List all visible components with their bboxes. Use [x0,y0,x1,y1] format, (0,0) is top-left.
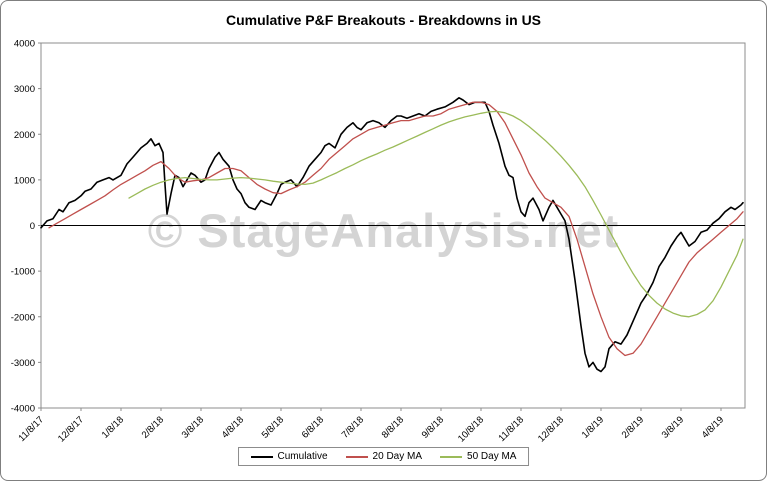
chart-legend: Cumulative 20 Day MA 50 Day MA [237,447,530,466]
legend-label: 50 Day MA [467,451,517,462]
legend-item-50-day-ma: 50 Day MA [440,451,516,462]
chart-title: Cumulative P&F Breakouts - Breakdowns in… [225,12,542,28]
y-axis-tick-label: -3000 [11,358,35,369]
x-axis-tick-label: 11/8/17 [16,414,46,444]
x-axis-tick-label: 6/8/18 [300,414,326,440]
y-axis-tick-label: -2000 [11,312,35,323]
y-axis-tick-label: 1000 [14,175,35,186]
legend-item-20-day-ma: 20 Day MA [345,451,423,462]
series-cumulative [40,97,744,373]
series-20-day-ma [48,101,744,357]
legend-label: Cumulative [277,451,328,462]
x-axis-tick-label: 1/8/19 [580,414,606,440]
series-50-day-ma [128,110,744,318]
y-axis-tick-label: 4000 [14,39,35,50]
x-axis-tick-label: 12/8/18 [536,414,566,444]
x-axis-tick-label: 2/8/19 [620,414,646,440]
x-axis-tick-label: 1/8/18 [100,414,126,440]
legend-line-swatch [440,455,463,458]
x-axis-tick-label: 4/8/19 [700,414,726,440]
y-axis-tick-label: 2000 [14,130,35,141]
y-axis-tick-label: 0 [30,221,35,232]
legend-item-cumulative: Cumulative [250,451,328,462]
x-axis-tick-label: 10/8/18 [456,414,486,444]
legend-line-swatch [345,455,368,458]
x-axis-tick-label: 2/8/18 [140,414,166,440]
x-axis-tick-label: 8/8/18 [380,414,406,440]
x-axis-tick-label: 3/8/19 [660,414,686,440]
legend-label: 20 Day MA [372,451,423,462]
y-axis-tick-label: -1000 [11,267,35,278]
x-axis-tick-label: 3/8/18 [180,414,206,440]
x-axis-tick-label: 7/8/18 [340,414,366,440]
x-axis-tick-label: 9/8/18 [420,414,446,440]
x-axis-tick-label: 4/8/18 [220,414,246,440]
x-axis-tick-label: 11/8/18 [496,414,526,444]
x-axis-tick-label: 5/8/18 [260,414,286,440]
y-axis-tick-label: -4000 [11,404,35,415]
x-axis-tick-label: 12/8/17 [56,414,86,444]
y-axis-tick-label: 3000 [14,84,35,95]
legend-line-swatch [250,455,273,458]
